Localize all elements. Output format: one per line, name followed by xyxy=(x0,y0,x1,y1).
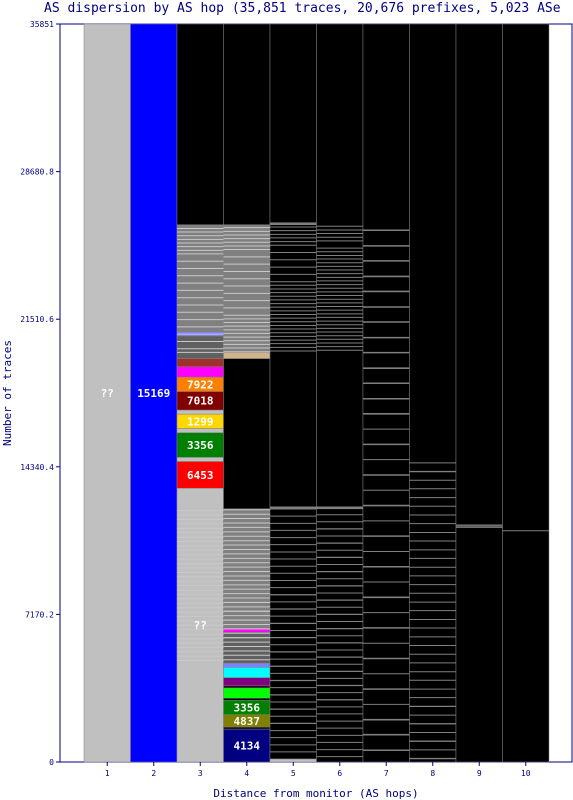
bar-segment-hop-2-0 xyxy=(130,23,178,763)
bar-segment-hop-3-4 xyxy=(176,428,224,433)
bar-segment-hop-5-2 xyxy=(269,506,317,510)
segment-label-hop-3-7: 7018 xyxy=(187,395,214,408)
chart-title: AS dispersion by AS hop (35,851 traces, … xyxy=(44,1,561,16)
segment-label-group: ?? 15169??6453335612997018792241344837335… xyxy=(101,378,261,752)
y-tick-label: 28680.8 xyxy=(20,168,54,177)
bar-segment-hop-9-0 xyxy=(455,23,503,763)
bar-segment-hop-4-14 xyxy=(223,352,271,359)
bar-segment-hop-4-13 xyxy=(223,358,271,510)
bar-segment-hop-3-6 xyxy=(176,409,224,415)
bar-segment-hop-7-0 xyxy=(362,23,410,763)
bar-segment-hop-3-3 xyxy=(176,432,224,458)
bar-segment-hop-6-1 xyxy=(316,506,364,510)
y-tick-label: 7170.2 xyxy=(25,610,54,619)
segment-label-hop-3-0: ?? xyxy=(194,619,207,632)
y-tick-label: 0 xyxy=(49,758,54,767)
bar-segment-hop-3-11 xyxy=(176,335,224,359)
x-tick-label: 2 xyxy=(151,769,156,778)
x-tick-label: 9 xyxy=(477,769,482,778)
bar-segment-hop-8-0 xyxy=(409,23,457,763)
y-tick-label: 14340.4 xyxy=(20,463,54,472)
bar-segment-hop-4-11 xyxy=(223,628,271,633)
bar-segment-hop-4-9 xyxy=(223,662,271,668)
bar-segment-hop-5-3 xyxy=(269,224,317,507)
x-tick-label: 6 xyxy=(337,769,342,778)
bar-segment-hop-4-5 xyxy=(223,687,271,699)
bar-segment-hop-4-4 xyxy=(223,697,271,701)
y-axis: 0 7170.2 14340.4 21510.6 28680.8 35851 xyxy=(20,20,60,767)
bar-segment-hop-5-5 xyxy=(269,23,317,223)
x-tick-label: 8 xyxy=(430,769,435,778)
bar-segment-hop-3-13 xyxy=(176,224,224,333)
x-tick-label: 10 xyxy=(521,769,531,778)
x-tick-label: 7 xyxy=(384,769,389,778)
x-tick-label: 1 xyxy=(105,769,110,778)
segment-label-hop-3-1: 6453 xyxy=(187,469,214,482)
bar-segment-hop-3-14 xyxy=(176,23,224,225)
x-axis-label: Distance from monitor (AS hops) xyxy=(213,787,418,800)
x-axis: 1 2 3 4 5 6 7 8 9 10 xyxy=(105,762,531,778)
segment-label-hop-3-3: 3356 xyxy=(187,439,214,452)
minor-as-stripes xyxy=(177,225,549,760)
bar-segment-hop-5-4 xyxy=(269,222,317,225)
x-tick-label: 5 xyxy=(291,769,296,778)
segment-label-hop-4-2: 4837 xyxy=(234,715,261,728)
bar-segment-hop-3-9 xyxy=(176,366,224,378)
bar-segment-hop-4-7 xyxy=(223,677,271,687)
bar-segment-hop-4-10 xyxy=(223,632,271,664)
bar-segment-hop-3-1 xyxy=(176,461,224,489)
bar-segment-hop-4-6 xyxy=(223,685,271,689)
bar-segment-hop-4-16 xyxy=(223,23,271,225)
x-tick-label: 4 xyxy=(244,769,249,778)
y-axis-label: Number of traces xyxy=(1,340,14,446)
y-tick-label: 21510.6 xyxy=(20,315,54,324)
bar-segment-hop-4-8 xyxy=(223,667,271,678)
y-tick-label: 35851 xyxy=(30,20,54,29)
bar-segment-hop-10-0 xyxy=(502,23,550,763)
bar-segment-hop-1-0 xyxy=(83,23,131,763)
bar-segment-hop-3-2 xyxy=(176,457,224,462)
bar-segment-hop-5-1 xyxy=(269,508,317,760)
segment-label-hop-4-3: 3356 xyxy=(234,701,261,714)
segment-label-hop-4-0: 4134 xyxy=(234,740,261,753)
segment-label-hop-3-5: 1299 xyxy=(187,415,214,428)
segment-label-hop-2-0: 15169 xyxy=(137,387,170,400)
bar-segment-hop-3-10 xyxy=(176,358,224,368)
bar-segment-hop-4-12 xyxy=(223,508,271,630)
segment-label-hop-3-8: 7922 xyxy=(187,378,214,391)
bar-segment-hop-5-0 xyxy=(269,758,317,763)
segment-label-hop-1-0: ?? xyxy=(101,387,114,400)
bar-segment-hop-6-2 xyxy=(316,23,364,507)
x-tick-label: 3 xyxy=(198,769,203,778)
